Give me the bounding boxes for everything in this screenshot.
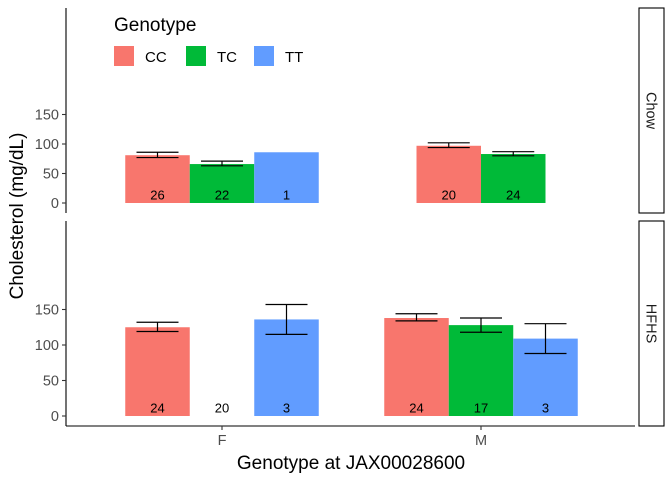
error-bar-hfhs-m-cc	[395, 313, 438, 322]
count-label: 3	[283, 401, 290, 416]
legend-title: Genotype	[114, 15, 196, 36]
error-bar-hfhs-m-tt	[524, 323, 567, 355]
x-tick-label: M	[475, 433, 487, 449]
error-bar-chow-m-cc	[427, 142, 470, 149]
bar-hfhs-f-cc	[125, 327, 190, 416]
legend: Genotype CC TC TT	[114, 15, 303, 66]
legend-label-tt: TT	[285, 49, 303, 66]
y-tick-label: 150	[35, 108, 59, 124]
bar-chow-m-tc	[481, 154, 546, 203]
error-bar-hfhs-f-tt	[265, 303, 308, 335]
count-label: 17	[474, 401, 488, 416]
count-label: 26	[150, 188, 164, 203]
count-label: 20	[442, 188, 456, 203]
count-label: 22	[215, 188, 229, 203]
x-axis-title: Genotype at JAX00028600	[237, 453, 465, 474]
bar-hfhs-m-cc	[384, 318, 449, 416]
strip-label-hfhs: HFHS	[643, 304, 659, 343]
chart-panels: 26 22 1 20 24 0 50 100 150 Chow 24 20 3 24 17 3 0 50 100 15…	[35, 7, 665, 427]
panel-hfhs: 24 20 3 24 17 3 0 50 100 150 HFHS	[35, 220, 665, 427]
panel-chow: 26 22 1 20 24 0 50 100 150 Chow	[35, 7, 665, 214]
count-label: 24	[150, 401, 164, 416]
y-tick-label: 100	[35, 338, 59, 354]
x-tick-label: F	[218, 433, 227, 449]
bar-chow-f-cc	[125, 155, 190, 203]
legend-key-cc	[114, 46, 134, 66]
y-tick-label: 0	[51, 196, 59, 212]
error-bar-hfhs-f-cc	[136, 321, 179, 333]
bar-hfhs-m-tc	[448, 325, 514, 416]
y-tick-label: 50	[43, 167, 59, 183]
legend-key-tt	[254, 46, 274, 66]
error-bar-hfhs-m-tc	[460, 317, 502, 333]
legend-label-cc: CC	[145, 49, 167, 66]
count-label: 24	[409, 401, 423, 416]
error-bar-chow-m-tc	[492, 151, 535, 157]
strip-box-hfhs	[638, 220, 665, 427]
error-bar-chow-f-tc	[201, 160, 243, 167]
bar-chow-m-cc	[416, 145, 481, 203]
strip-label-chow: Chow	[643, 92, 659, 130]
y-tick-label: 100	[35, 137, 59, 153]
count-label: 1	[283, 188, 290, 203]
bar-chow-f-tt	[254, 152, 319, 203]
count-label: 20	[215, 401, 229, 416]
strip-box-chow	[638, 7, 665, 214]
error-bar-chow-f-cc	[136, 151, 179, 159]
y-tick-label: 150	[35, 303, 59, 319]
count-label: 3	[542, 401, 549, 416]
bar-chow-f-tc	[189, 164, 255, 203]
y-tick-label: 0	[51, 409, 59, 425]
legend-key-tc	[186, 46, 206, 66]
count-label: 24	[506, 188, 520, 203]
y-axis-title: Cholesterol (mg/dL)	[7, 133, 28, 300]
legend-label-tc: TC	[217, 49, 237, 66]
bar-hfhs-f-tt	[254, 319, 319, 416]
y-tick-label: 50	[43, 374, 59, 390]
